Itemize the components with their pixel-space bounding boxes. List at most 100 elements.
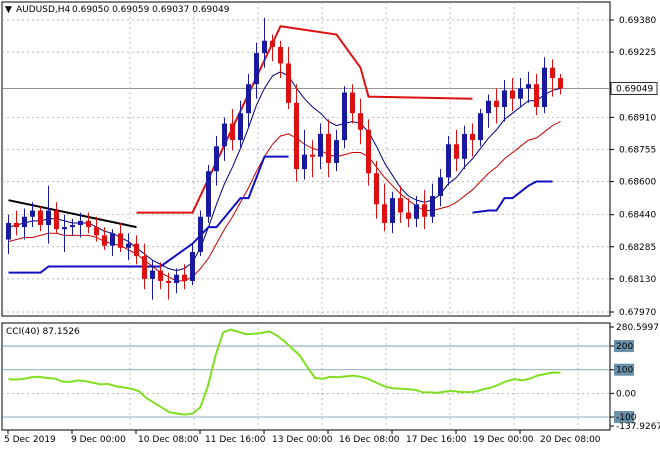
price-axis: 0.69380 0.69225 0.69049 0.68910 0.68755 0.686… — [610, 16, 658, 318]
candle-body — [222, 123, 227, 147]
cci-label: CCI(40) 87.1526 — [6, 327, 80, 337]
candle-body — [374, 173, 379, 205]
candle-body — [406, 212, 411, 219]
candle-body — [334, 140, 339, 163]
price-tick-label: 0.68600 — [619, 178, 656, 188]
time-tick-label: 10 Dec 08:00 — [138, 435, 199, 445]
candle-body — [142, 256, 147, 279]
price-tick-label: 0.69225 — [619, 48, 656, 58]
time-tick-label: 9 Dec 00:00 — [71, 435, 126, 445]
price-tick-label: 0.68285 — [619, 243, 656, 253]
candle-body — [390, 198, 395, 223]
candle-body — [558, 77, 563, 89]
candle-body — [190, 251, 195, 281]
candle-body — [342, 92, 347, 141]
candle-body — [46, 210, 51, 226]
time-tick-label: 20 Dec 08:00 — [540, 435, 601, 445]
cci-tick-label: -137.9267 — [616, 422, 660, 432]
cci-axis: 280.5997 200 100 0.00 -100-137.9267 — [610, 323, 660, 432]
candle-body — [254, 53, 259, 85]
time-tick-label: 16 Dec 08:00 — [339, 435, 400, 445]
resistance-step-line — [136, 25, 473, 214]
candle-body — [294, 102, 299, 170]
time-tick-label: 11 Dec 16:00 — [205, 435, 266, 445]
candle-body — [134, 243, 139, 257]
symbol-arrow: ▼ — [5, 5, 12, 15]
cci-line — [8, 328, 561, 416]
candle-body — [38, 210, 43, 226]
cci-tick-label: 200 — [616, 342, 633, 352]
price-tick-label: 0.68440 — [619, 211, 656, 221]
candle-body — [534, 84, 539, 107]
candle-body — [158, 270, 163, 281]
candle-body — [166, 280, 171, 284]
candle-body — [214, 146, 219, 172]
candle-body — [118, 233, 123, 248]
price-tick-label: 0.68755 — [619, 145, 656, 155]
candle-body — [6, 222, 11, 240]
ma-fast-line — [8, 71, 561, 272]
time-tick-label: 13 Dec 00:00 — [272, 435, 333, 445]
cci-panel — [1, 322, 611, 431]
current-price-box — [610, 82, 658, 95]
candle-body — [366, 129, 371, 174]
trend-line — [8, 199, 137, 229]
cci-tick-label: 100 — [616, 366, 633, 376]
candle-body — [230, 123, 235, 141]
candle-body — [438, 177, 443, 197]
price-tick-label: 0.69380 — [619, 16, 656, 26]
candle-body — [414, 204, 419, 219]
cci-tick-label: 0.00 — [616, 389, 636, 399]
current-price-label: 0.69049 — [616, 85, 653, 95]
cci-level-box — [614, 363, 634, 376]
candle-body — [326, 133, 331, 163]
time-axis: 5 Dec 2019 9 Dec 00:00 10 Dec 08:00 11 Dec … — [4, 430, 601, 445]
symbol-label: AUDUSD,H4 — [16, 5, 71, 15]
candle-body — [358, 113, 363, 130]
candle-body — [182, 274, 187, 281]
candle-body — [110, 233, 115, 246]
candle-body — [78, 220, 83, 226]
candle-body — [494, 100, 499, 107]
candle-body — [510, 90, 515, 99]
candle-body — [518, 88, 523, 99]
candle-body — [94, 227, 99, 236]
candle-body — [502, 90, 507, 107]
candle-body — [286, 63, 291, 103]
candle-body — [198, 216, 203, 252]
candle-body — [54, 210, 59, 230]
candle-body — [422, 204, 427, 217]
price-tick-label: 0.68910 — [619, 113, 656, 123]
cci-series-line — [8, 328, 561, 416]
candle-body — [446, 144, 451, 178]
candle-body — [542, 67, 547, 107]
candle-body — [550, 67, 555, 78]
price-tick-label: 0.68130 — [619, 275, 656, 285]
time-tick-label: 19 Dec 00:00 — [473, 435, 534, 445]
candle-body — [430, 196, 435, 217]
ohlc-label: 0.69050 0.69059 0.69037 0.69049 — [72, 5, 230, 15]
candle-body — [206, 171, 211, 217]
candle-body — [150, 270, 155, 279]
candle-body — [86, 220, 91, 228]
cci-level-box — [614, 340, 634, 353]
candle-body — [398, 198, 403, 213]
candle-body — [102, 235, 107, 246]
candle-body — [30, 210, 35, 217]
ma-slow-line — [8, 121, 561, 282]
candle-body — [454, 144, 459, 159]
candle-body — [126, 243, 131, 248]
cci-tick-label: 280.5997 — [616, 323, 659, 333]
candle-body — [318, 133, 323, 157]
candle-body — [174, 274, 179, 284]
candle-body — [62, 227, 67, 230]
time-tick-label: 5 Dec 2019 — [4, 435, 56, 445]
candle-body — [462, 133, 467, 159]
candle-body — [486, 100, 491, 114]
candle-body — [350, 92, 355, 114]
candle-body — [14, 222, 19, 228]
candle-body — [70, 225, 75, 228]
cci-level-box — [614, 411, 634, 424]
candle-body — [246, 84, 251, 114]
